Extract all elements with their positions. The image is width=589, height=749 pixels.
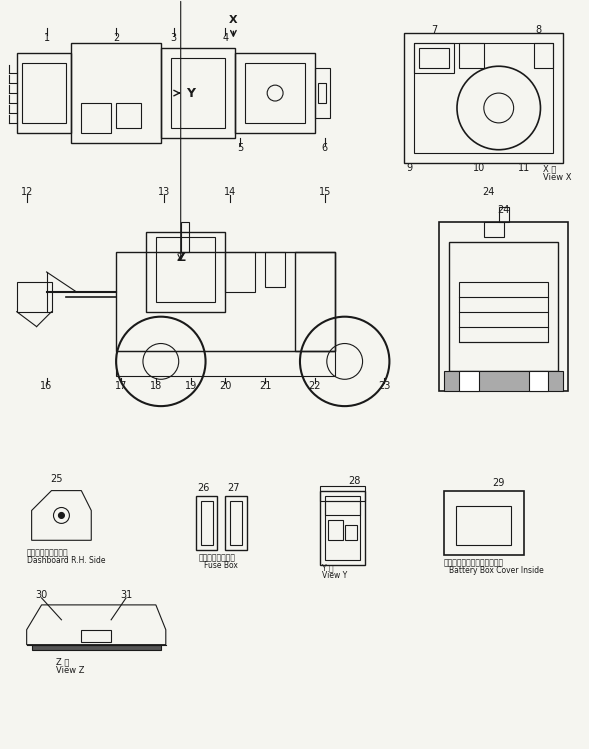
Bar — [32, 645, 161, 649]
Bar — [499, 207, 509, 222]
Bar — [22, 63, 67, 123]
Bar — [295, 252, 335, 351]
Text: Fuse Box: Fuse Box — [204, 561, 237, 570]
Text: 10: 10 — [473, 163, 485, 172]
Text: 26: 26 — [197, 482, 210, 493]
Bar — [230, 500, 242, 545]
Bar — [345, 525, 356, 540]
Bar — [201, 500, 213, 545]
Text: 18: 18 — [150, 381, 162, 391]
Bar — [81, 630, 111, 642]
Text: Z: Z — [176, 251, 186, 264]
Bar — [156, 237, 216, 302]
Bar — [534, 43, 554, 68]
Text: 2: 2 — [113, 34, 119, 43]
Text: 24: 24 — [498, 205, 510, 216]
Bar — [16, 53, 71, 133]
Text: Y: Y — [186, 87, 195, 100]
Text: バッテリボックスカバー内側: バッテリボックスカバー内側 — [444, 558, 504, 567]
Text: 13: 13 — [158, 187, 170, 198]
Bar — [449, 242, 558, 372]
Bar — [116, 103, 141, 128]
Text: 21: 21 — [259, 381, 272, 391]
Bar — [414, 43, 554, 153]
Bar — [459, 43, 484, 68]
Text: View Z: View Z — [57, 667, 85, 676]
Text: 6: 6 — [322, 143, 328, 153]
Bar — [146, 232, 226, 312]
Text: 5: 5 — [237, 143, 243, 153]
Text: 9: 9 — [406, 163, 412, 172]
Text: Dashboard R.H. Side: Dashboard R.H. Side — [27, 557, 105, 565]
Bar — [236, 53, 315, 133]
Text: ヒューズボックス: ヒューズボックス — [198, 554, 236, 562]
Bar — [318, 83, 326, 103]
Bar — [161, 49, 236, 138]
Bar — [419, 49, 449, 68]
Text: 22: 22 — [309, 381, 321, 391]
Text: 28: 28 — [349, 476, 361, 485]
Bar — [226, 252, 255, 292]
Text: 19: 19 — [184, 381, 197, 391]
Bar — [315, 68, 330, 118]
Text: 15: 15 — [319, 187, 331, 198]
Bar — [265, 252, 285, 287]
Text: 14: 14 — [224, 187, 237, 198]
Text: ダッシュボード右側: ダッシュボード右側 — [27, 548, 68, 557]
Text: Z 視: Z 視 — [57, 658, 70, 667]
Text: X: X — [229, 16, 238, 25]
Bar — [325, 500, 360, 515]
Bar — [459, 282, 548, 342]
Text: 20: 20 — [219, 381, 231, 391]
Bar — [171, 58, 226, 128]
Bar — [71, 43, 161, 143]
Bar — [414, 43, 454, 73]
Text: 1: 1 — [44, 34, 49, 43]
Bar — [116, 351, 335, 376]
Text: 25: 25 — [50, 473, 62, 484]
Text: 3: 3 — [171, 34, 177, 43]
Text: 29: 29 — [492, 478, 505, 488]
Text: 24: 24 — [482, 187, 495, 198]
Bar — [245, 63, 305, 123]
Circle shape — [58, 512, 64, 518]
Bar — [320, 485, 365, 500]
Text: 31: 31 — [120, 590, 132, 600]
Text: Battery Box Cover Inside: Battery Box Cover Inside — [449, 566, 544, 575]
Bar — [328, 521, 343, 540]
Bar — [16, 282, 51, 312]
Text: 4: 4 — [223, 34, 229, 43]
Bar — [320, 491, 365, 565]
Bar — [181, 222, 188, 252]
Text: 30: 30 — [35, 590, 48, 600]
Bar — [196, 496, 217, 551]
Text: Y 横: Y 横 — [322, 563, 333, 572]
Text: 27: 27 — [227, 482, 240, 493]
Text: 17: 17 — [115, 381, 127, 391]
Bar — [439, 222, 568, 391]
Text: 8: 8 — [535, 25, 541, 35]
Bar — [444, 372, 563, 391]
Text: 11: 11 — [518, 163, 530, 172]
Text: View X: View X — [544, 172, 572, 181]
Text: View Y: View Y — [322, 571, 347, 580]
Bar — [325, 496, 360, 560]
Bar — [444, 491, 524, 555]
Bar — [456, 506, 511, 545]
Text: 16: 16 — [41, 381, 52, 391]
Bar — [484, 222, 504, 237]
Text: 12: 12 — [21, 187, 33, 198]
Text: X 横: X 横 — [544, 165, 557, 174]
Bar — [459, 372, 479, 391]
Bar — [116, 252, 335, 351]
Bar — [528, 372, 548, 391]
Bar — [81, 103, 111, 133]
Bar — [226, 496, 247, 551]
Text: 23: 23 — [378, 381, 391, 391]
Text: 7: 7 — [431, 25, 437, 35]
Bar — [404, 34, 563, 163]
